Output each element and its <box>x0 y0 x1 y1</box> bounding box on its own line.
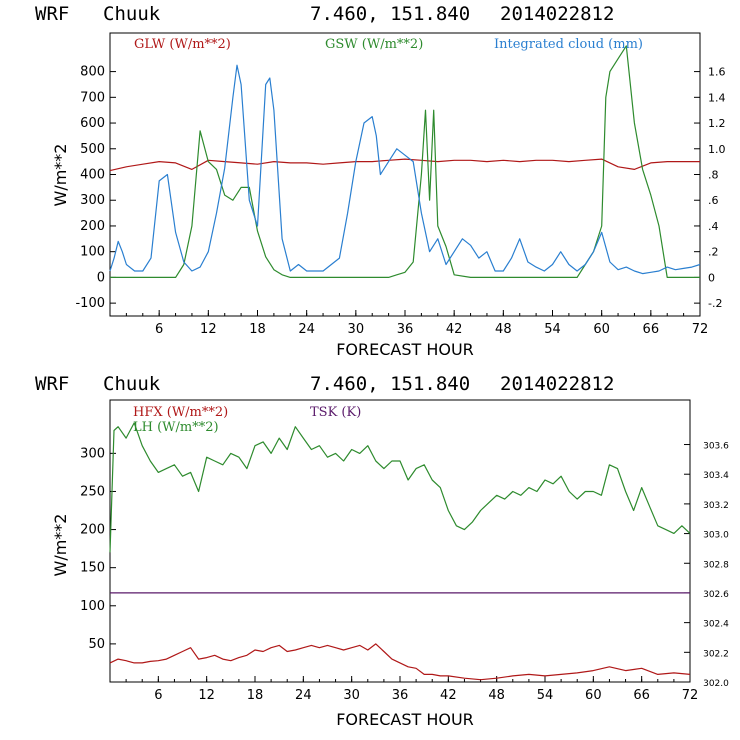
x-tick-label: 30 <box>348 322 365 337</box>
x-tick-label: 12 <box>198 688 215 703</box>
bottom-legend-hfx: HFX (W/m**2) <box>133 405 228 420</box>
x-tick-label: 6 <box>155 322 163 337</box>
y2-tick-label: 302.2 <box>703 649 729 659</box>
bottom-header-model: WRF <box>35 373 69 395</box>
series-line-cloud <box>109 64 701 275</box>
y2-tick-label: 303.6 <box>703 442 729 452</box>
x-tick-label: 18 <box>247 688 264 703</box>
y2-tick-label: 1.2 <box>708 117 726 130</box>
x-tick-label: 60 <box>593 322 610 337</box>
x-tick-label: 54 <box>544 322 561 337</box>
y-tick-label: 600 <box>80 116 105 131</box>
bottom-header-coords: 7.460, 151.840 <box>310 373 470 395</box>
y2-tick-label: 303.2 <box>703 501 729 511</box>
y-tick-label: 800 <box>80 65 105 80</box>
bottom-header-location: Chuuk <box>103 373 161 395</box>
bottom-y-axis-label: W/m**2 <box>51 514 70 577</box>
y-tick-label: 100 <box>80 245 105 260</box>
top-x-axis-label: FORECAST HOUR <box>336 340 474 359</box>
y-tick-label: 500 <box>80 142 105 157</box>
x-tick-label: 54 <box>537 688 554 703</box>
y-tick-label: 250 <box>80 484 105 499</box>
x-tick-label: 66 <box>633 688 650 703</box>
top-series <box>109 45 701 278</box>
bottom-header-run: 2014022812 <box>500 373 614 395</box>
x-tick-label: 72 <box>682 688 699 703</box>
y2-tick-label: 0 <box>708 271 715 284</box>
y-tick-label: 300 <box>80 193 105 208</box>
x-tick-label: 66 <box>643 322 660 337</box>
x-tick-label: 30 <box>343 688 360 703</box>
y-tick-label: 0 <box>97 270 105 285</box>
y2-tick-label: 303.4 <box>703 471 729 481</box>
bottom-ticks: 6 12 18 24 30 36 42 48 54 60 66 72 50 100 150 200 250 300… <box>80 442 729 703</box>
top-header-run: 2014022812 <box>500 3 614 25</box>
y-tick-label: 150 <box>80 561 105 576</box>
y2-tick-label: -.2 <box>708 297 722 310</box>
top-legend-cloud: Integrated cloud (mm) <box>494 37 643 52</box>
y2-tick-label: .2 <box>708 246 719 259</box>
series-line-hfx <box>109 643 691 681</box>
bottom-x-axis-label: FORECAST HOUR <box>336 710 474 729</box>
top-legend-glw: GLW (W/m**2) <box>134 37 231 52</box>
top-ticks: 6 12 18 24 30 36 42 48 54 60 66 72 -100 0 100 200 300 400… <box>75 65 725 337</box>
y2-tick-label: 302.0 <box>703 679 729 689</box>
y2-tick-label: 1.6 <box>708 66 726 79</box>
y-tick-label: -100 <box>75 296 105 311</box>
y2-tick-label: .8 <box>708 169 719 182</box>
x-tick-label: 42 <box>440 688 457 703</box>
y-tick-label: 300 <box>80 446 105 461</box>
y-tick-label: 50 <box>88 637 105 652</box>
top-header-coords: 7.460, 151.840 <box>310 3 470 25</box>
x-tick-label: 24 <box>295 688 312 703</box>
y2-tick-label: 302.4 <box>703 620 729 630</box>
y-tick-label: 400 <box>80 168 105 183</box>
y-tick-label: 200 <box>80 523 105 538</box>
bottom-legend-lh: LH (W/m**2) <box>133 420 219 435</box>
y-tick-label: 700 <box>80 90 105 105</box>
x-tick-label: 72 <box>692 322 709 337</box>
y2-tick-label: 302.8 <box>703 560 729 570</box>
bottom-plot-frame <box>109 399 691 683</box>
x-tick-label: 12 <box>200 322 217 337</box>
x-tick-label: 36 <box>392 688 409 703</box>
x-tick-label: 48 <box>495 322 512 337</box>
y-tick-label: 100 <box>80 599 105 614</box>
top-header-model: WRF <box>35 3 69 25</box>
y2-tick-label: 1.4 <box>708 91 726 104</box>
y2-tick-label: 1.0 <box>708 143 726 156</box>
bottom-legend-tsk: TSK (K) <box>310 405 361 420</box>
y2-tick-label: 302.6 <box>703 590 729 600</box>
x-tick-label: 24 <box>298 322 315 337</box>
y2-tick-label: .6 <box>708 194 719 207</box>
y2-tick-label: 303.0 <box>703 531 729 541</box>
series-line-glw <box>109 158 700 172</box>
x-tick-label: 18 <box>249 322 266 337</box>
x-tick-label: 36 <box>397 322 414 337</box>
top-y-axis-label: W/m**2 <box>51 144 70 207</box>
x-tick-label: 42 <box>446 322 463 337</box>
y2-tick-label: .4 <box>708 220 719 233</box>
top-panel: WRF Chuuk 7.460, 151.840 2014022812 6 12 1… <box>35 3 726 359</box>
series-line-gsw <box>110 45 700 278</box>
bottom-series <box>109 422 691 681</box>
top-header-location: Chuuk <box>103 3 161 25</box>
x-tick-label: 48 <box>488 688 505 703</box>
top-legend-gsw: GSW (W/m**2) <box>325 37 423 52</box>
x-tick-label: 6 <box>154 688 162 703</box>
y-tick-label: 200 <box>80 219 105 234</box>
bottom-panel: WRF Chuuk 7.460, 151.840 2014022812 6 12 1… <box>35 373 729 729</box>
x-tick-label: 60 <box>585 688 602 703</box>
series-line-lh <box>109 422 691 553</box>
top-plot-frame <box>109 32 701 317</box>
